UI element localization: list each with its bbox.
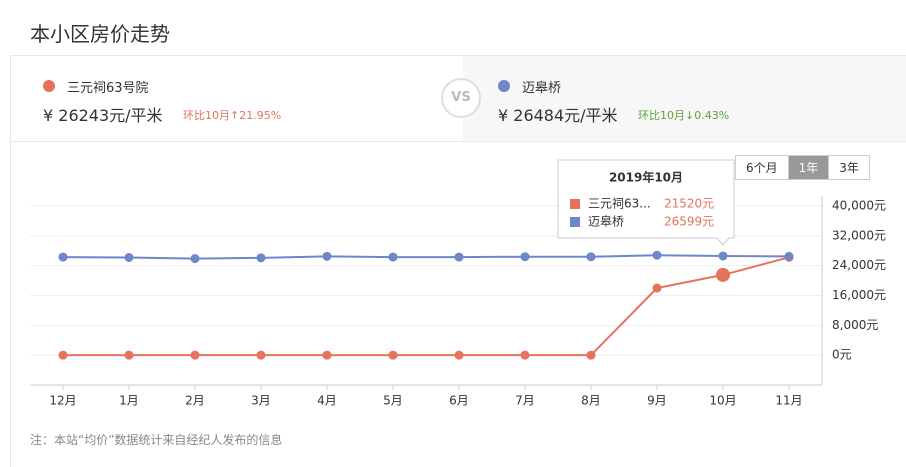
- y-tick-label: 24,000元: [832, 258, 886, 272]
- x-tick-label: 7月: [515, 394, 535, 408]
- range-button[interactable]: 3年: [828, 156, 869, 179]
- data-point: [520, 252, 530, 262]
- compare-right: [463, 56, 906, 141]
- data-point: [784, 251, 794, 261]
- data-point: [652, 283, 662, 293]
- compare-name: 三元祠63号院: [67, 81, 149, 96]
- legend-dot: [43, 80, 55, 92]
- vs-badge: VS: [441, 78, 481, 118]
- data-point: [718, 251, 728, 261]
- data-point: [256, 253, 266, 263]
- x-tick-label: 5月: [383, 394, 403, 408]
- data-point: [388, 350, 398, 360]
- data-point: [256, 350, 266, 360]
- x-tick-label: 2月: [185, 394, 205, 408]
- tooltip-name: 三元祠63...: [588, 197, 651, 211]
- compare-price: ¥ 26243元/平米: [43, 106, 163, 125]
- tooltip-box: [557, 159, 735, 246]
- range-switch: 6个月 1年 3年: [735, 155, 870, 180]
- range-button[interactable]: 1年: [787, 156, 829, 179]
- data-point: [388, 252, 398, 262]
- compare-change: 环比10月↑21.95%: [183, 109, 282, 122]
- x-tick-label: 12月: [49, 394, 76, 408]
- x-tick-label: 3月: [251, 394, 271, 408]
- tooltip-value: 26599元: [664, 215, 714, 229]
- data-point: [58, 350, 68, 360]
- legend-dot: [498, 80, 510, 92]
- data-point: [586, 252, 596, 262]
- compare-change: 环比10月↓0.43%: [638, 109, 730, 122]
- footnote: 注：本站“均价”数据统计来自经纪人发布的信息: [30, 433, 283, 447]
- series-line: [62, 254, 790, 260]
- series-line: [63, 256, 790, 357]
- data-point: [652, 250, 662, 260]
- x-tick-label: 6月: [449, 394, 469, 408]
- tooltip-swatch: [570, 199, 580, 209]
- tooltip-value: 21520元: [664, 197, 714, 211]
- data-point: [58, 252, 68, 262]
- data-point: [124, 252, 134, 262]
- x-tick-label: 4月: [317, 394, 337, 408]
- data-point: [190, 350, 200, 360]
- y-tick-label: 8,000元: [832, 318, 878, 332]
- data-point: [190, 254, 200, 264]
- compare-panel: 三元祠63号院 ¥ 26243元/平米 环比10月↑21.95% 迈皋桥 ¥ 2…: [10, 55, 906, 142]
- range-button[interactable]: 6个月: [746, 161, 778, 175]
- data-point: [124, 350, 134, 360]
- border: [10, 142, 11, 467]
- x-tick-label: 11月: [775, 394, 802, 408]
- page-title: 本小区房价走势: [30, 22, 170, 46]
- tooltip-swatch: [570, 217, 580, 227]
- compare-price: ¥ 26484元/平米: [498, 106, 618, 125]
- y-tick-label: 40,000元: [832, 199, 886, 213]
- data-point: [322, 251, 332, 261]
- tooltip-name: 迈皋桥: [588, 214, 624, 229]
- y-tick-label: 0元: [832, 348, 852, 362]
- compare-name: 迈皋桥: [522, 81, 562, 96]
- y-tick-label: 16,000元: [832, 288, 886, 302]
- x-tick-label: 10月: [709, 394, 736, 408]
- x-tick-label: 1月: [119, 394, 139, 408]
- x-tick-label: 9月: [647, 394, 667, 408]
- tooltip-title: 2019年10月: [609, 170, 683, 185]
- y-tick-label: 32,000元: [832, 228, 886, 242]
- data-point: [716, 267, 730, 282]
- data-point: [454, 252, 464, 262]
- data-point: [520, 350, 530, 360]
- data-point: [322, 350, 332, 360]
- data-point: [454, 350, 464, 360]
- data-point: [586, 350, 596, 360]
- x-tick-label: 8月: [581, 394, 601, 408]
